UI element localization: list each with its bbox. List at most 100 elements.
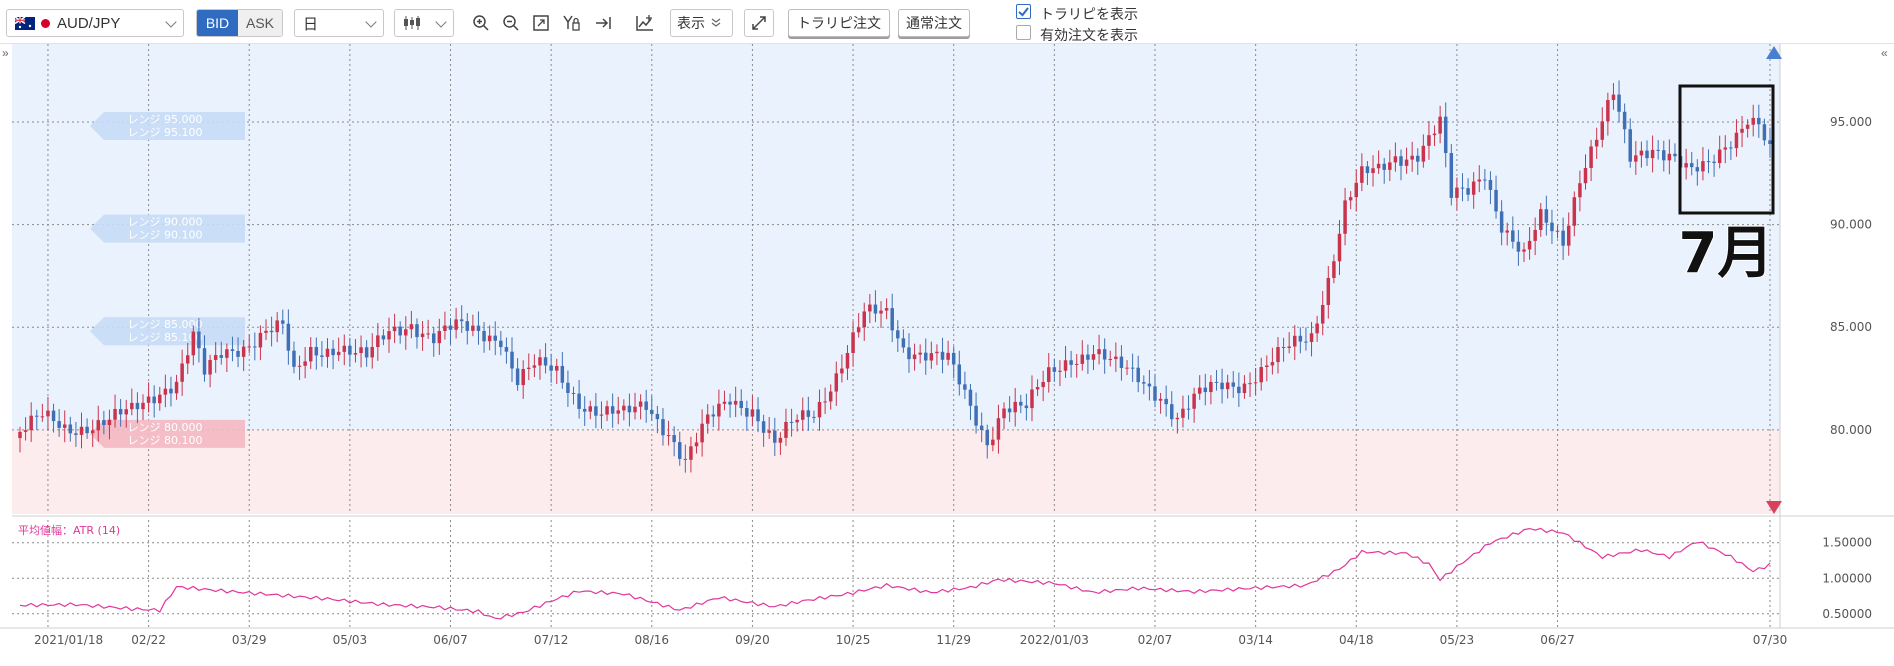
symbol-select[interactable]: AUD/JPY [6,9,184,37]
fit-button[interactable] [528,11,554,35]
candle-body [1388,162,1392,170]
zoom-out-icon [503,15,519,31]
candle-body [527,367,531,370]
candle-body [1164,398,1168,405]
jump-latest-button[interactable] [590,11,616,35]
candle-body [963,384,967,390]
jump-to-end-icon [596,17,611,29]
collapse-right-button[interactable]: « [1881,46,1888,60]
expand-icon [752,16,766,30]
candle-body [258,332,263,348]
candle-body [35,415,39,417]
candle-body [158,394,162,404]
candle-body [985,429,989,446]
show-trailing-label: トラリピを表示 [1040,6,1138,22]
candle-body [1639,150,1644,156]
candle-body [420,333,425,338]
candle-body [1404,159,1409,166]
candle-body [225,349,229,358]
candle-body [96,420,101,431]
candle-body [650,409,654,414]
candle-body [499,340,503,348]
candle-body [750,409,755,417]
ask-button[interactable]: ASK [238,10,282,36]
collapse-left-button[interactable]: » [2,46,9,60]
candle-body [677,442,682,459]
auto-scale-button[interactable] [558,11,584,35]
x-tick-label: 02/22 [131,633,166,647]
candle-body [1002,408,1006,419]
japan-flag-icon [41,18,50,28]
candle-body [1209,381,1213,393]
candle-body [711,414,716,417]
normal-order-button[interactable]: 通常注文 [898,9,970,37]
chart-type-select[interactable] [394,9,454,37]
checkmark-icon [1018,7,1029,17]
candle-body [856,327,861,333]
candle-body [801,410,805,420]
candle-body [197,331,201,349]
candle-body [834,373,839,392]
candle-body [1080,354,1085,364]
scroll-down-arrow-icon[interactable] [1766,501,1782,514]
candle-body [1701,161,1705,172]
zoom-out-button[interactable] [498,11,524,35]
indicator-chart-icon [636,15,653,31]
candle-body [275,320,279,333]
fit-screen-icon [533,15,549,31]
x-tick-label: 02/07 [1138,633,1173,647]
candle-body [1606,100,1610,122]
atr-y-tick-label: 1.00000 [1822,571,1872,585]
candle-body [884,308,889,311]
scroll-up-arrow-icon[interactable] [1766,46,1782,59]
candle-body [62,424,67,428]
candle-body [40,416,45,418]
candle-body [521,369,525,386]
candle-body [1348,197,1353,201]
candle-body [325,348,330,357]
candle-body [1035,387,1040,390]
candle-body [1293,335,1297,347]
zoom-in-button[interactable] [468,11,494,35]
candle-body [1522,249,1526,252]
candle-body [728,401,732,405]
candle-body [219,355,224,358]
x-tick-label: 07/30 [1753,633,1788,647]
x-tick-label: 05/23 [1440,633,1475,647]
candle-body [890,308,894,331]
candle-body [1382,163,1386,170]
candle-body [745,408,749,417]
candle-body [1438,116,1442,134]
candle-body [896,330,900,339]
candle-body [1309,333,1314,343]
candle-body [1052,367,1057,372]
candle-body [1259,367,1263,383]
show-trailing-checkbox[interactable] [1016,4,1031,19]
candle-body [1153,386,1157,401]
candle-body [1365,166,1370,174]
candle-body [1343,200,1347,234]
candle-body [1600,121,1605,140]
fullscreen-button[interactable] [744,9,774,37]
candle-body [398,326,402,336]
bid-button[interactable]: BID [197,10,238,36]
candle-body [359,347,363,354]
candle-body [795,419,799,423]
candle-body [1421,145,1426,162]
display-menu-button[interactable]: 表示 [670,9,733,37]
candle-body [868,304,872,312]
candle-body [761,421,766,433]
show-orders-checkbox[interactable] [1016,25,1031,40]
timeframe-select[interactable]: 日 [294,9,384,37]
candle-body [1047,367,1051,382]
candle-body [1108,359,1113,361]
trailing-order-button[interactable]: トラリピ注文 [788,9,890,37]
x-tick-label: 04/18 [1339,633,1374,647]
candle-body [213,355,218,360]
indicator-button[interactable] [632,11,658,35]
candle-body [1086,354,1090,360]
y-tick-label: 80.000 [1830,423,1872,437]
candle-body [1130,367,1135,369]
candle-body [1304,341,1308,343]
candle-body [454,319,458,330]
